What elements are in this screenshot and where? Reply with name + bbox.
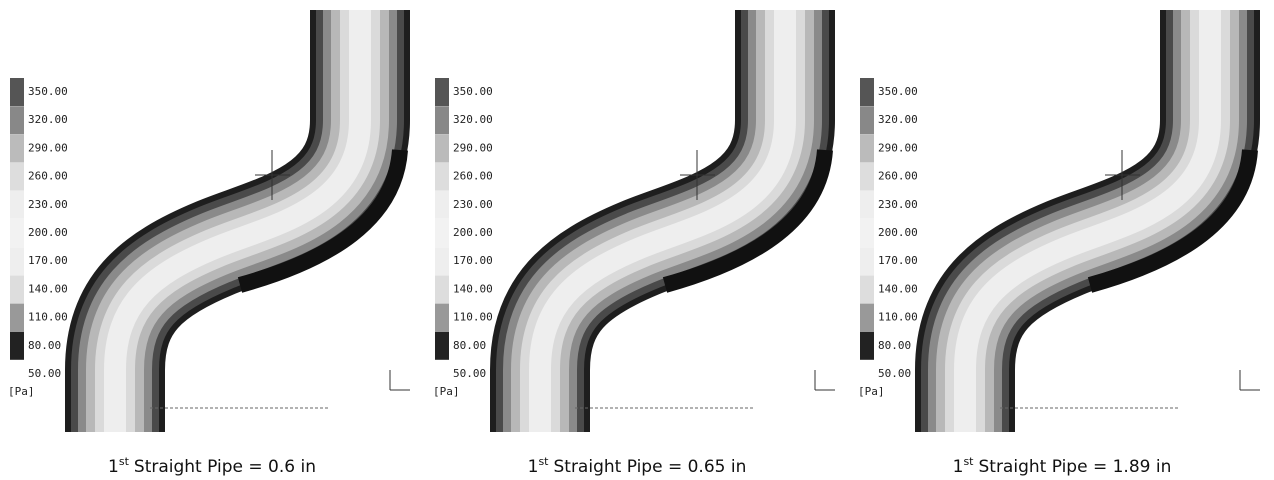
legend-label: 80.00 — [878, 339, 911, 352]
legend-swatch — [860, 134, 874, 163]
caption-number: 1 — [953, 457, 964, 477]
legend-label: 230.00 — [28, 198, 68, 211]
legend-swatch — [435, 162, 449, 191]
caption: 1st Straight Pipe = 0.6 in — [108, 455, 316, 477]
legend-unit: [Pa] — [858, 385, 885, 398]
legend-swatch — [10, 219, 24, 247]
panel: 350.00 320.00 290.00 260.00 230.00 200.00 170.… — [8, 10, 410, 477]
legend-label: 110.00 — [453, 311, 493, 324]
legend-label: 320.00 — [878, 113, 918, 126]
legend-swatch — [10, 360, 24, 388]
legend-swatch — [435, 331, 449, 360]
legend-swatch — [860, 247, 874, 276]
axis-triad — [389, 370, 410, 391]
legend-label: 260.00 — [878, 170, 918, 183]
legend-label: 350.00 — [878, 85, 918, 98]
legend-label: 110.00 — [28, 311, 68, 324]
legend-label: 260.00 — [28, 170, 68, 183]
caption-suffix: st — [119, 455, 130, 468]
legend-swatch — [860, 331, 874, 360]
legend-label: 80.00 — [453, 339, 486, 352]
legend-swatch — [435, 303, 449, 332]
axis-triad — [814, 370, 835, 391]
legend-label: 170.00 — [453, 254, 493, 267]
legend-swatch — [435, 106, 449, 135]
legend-label: 170.00 — [878, 254, 918, 267]
legend-swatch — [10, 190, 24, 219]
legend-label: 230.00 — [453, 198, 493, 211]
legend-label: 80.00 — [28, 339, 61, 352]
pipe-contour — [104, 10, 371, 432]
legend-swatch — [10, 106, 24, 135]
legend-swatch — [435, 247, 449, 276]
legend-label: 50.00 — [878, 367, 911, 380]
legend-swatch — [860, 78, 874, 106]
low-pressure-band — [1087, 149, 1258, 293]
legend-label: 350.00 — [28, 85, 68, 98]
legend-label: 140.00 — [878, 282, 918, 295]
legend-swatch — [10, 331, 24, 360]
low-pressure-band — [662, 149, 833, 293]
legend-label: 230.00 — [878, 198, 918, 211]
legend-unit: [Pa] — [433, 385, 460, 398]
legend-label: 290.00 — [453, 141, 493, 154]
legend-swatch — [10, 275, 24, 304]
caption: 1st Straight Pipe = 1.89 in — [953, 455, 1172, 477]
axis-triad — [1239, 370, 1260, 391]
legend-unit: [Pa] — [8, 385, 35, 398]
panel: 350.00 320.00 290.00 260.00 230.00 200.00 170.… — [433, 10, 835, 477]
low-pressure-band — [237, 149, 408, 293]
caption-suffix: st — [538, 455, 549, 468]
legend-swatch — [435, 275, 449, 304]
legend-label: 350.00 — [453, 85, 493, 98]
legend-label: 50.00 — [28, 367, 61, 380]
legend-label: 320.00 — [453, 113, 493, 126]
legend-swatch — [860, 275, 874, 304]
legend-label: 290.00 — [28, 141, 68, 154]
legend-swatch — [10, 247, 24, 276]
legend-swatch — [860, 106, 874, 135]
caption: 1st Straight Pipe = 0.65 in — [528, 455, 747, 477]
legend-swatch — [860, 219, 874, 247]
legend-swatch — [860, 162, 874, 191]
legend-label: 200.00 — [878, 226, 918, 239]
legend-label: 110.00 — [878, 311, 918, 324]
legend-label: 200.00 — [28, 226, 68, 239]
legend-swatch — [435, 78, 449, 106]
pipe-contour — [954, 10, 1221, 432]
legend-label: 200.00 — [453, 226, 493, 239]
legend-swatch — [435, 134, 449, 163]
legend-swatch — [435, 190, 449, 219]
pipe-contour — [529, 10, 796, 432]
legend-swatch — [435, 219, 449, 247]
legend-swatch — [10, 134, 24, 163]
legend-label: 260.00 — [453, 170, 493, 183]
legend-label: 170.00 — [28, 254, 68, 267]
legend-label: 50.00 — [453, 367, 486, 380]
legend-swatch — [10, 78, 24, 106]
caption-number: 1 — [528, 457, 539, 477]
caption-text: Straight Pipe = 0.65 in — [553, 457, 746, 477]
legend-label: 290.00 — [878, 141, 918, 154]
caption-number: 1 — [108, 457, 119, 477]
caption-suffix: st — [963, 455, 974, 468]
legend-swatch — [435, 360, 449, 388]
legend-swatch — [10, 303, 24, 332]
caption-text: Straight Pipe = 0.6 in — [134, 457, 316, 477]
legend-label: 140.00 — [28, 282, 68, 295]
legend-swatch — [10, 162, 24, 191]
legend-label: 320.00 — [28, 113, 68, 126]
legend-swatch — [860, 360, 874, 388]
legend-swatch — [860, 303, 874, 332]
caption-text: Straight Pipe = 1.89 in — [978, 457, 1171, 477]
panel: 350.00 320.00 290.00 260.00 230.00 200.00 170.… — [858, 10, 1260, 477]
legend-label: 140.00 — [453, 282, 493, 295]
legend-swatch — [860, 190, 874, 219]
